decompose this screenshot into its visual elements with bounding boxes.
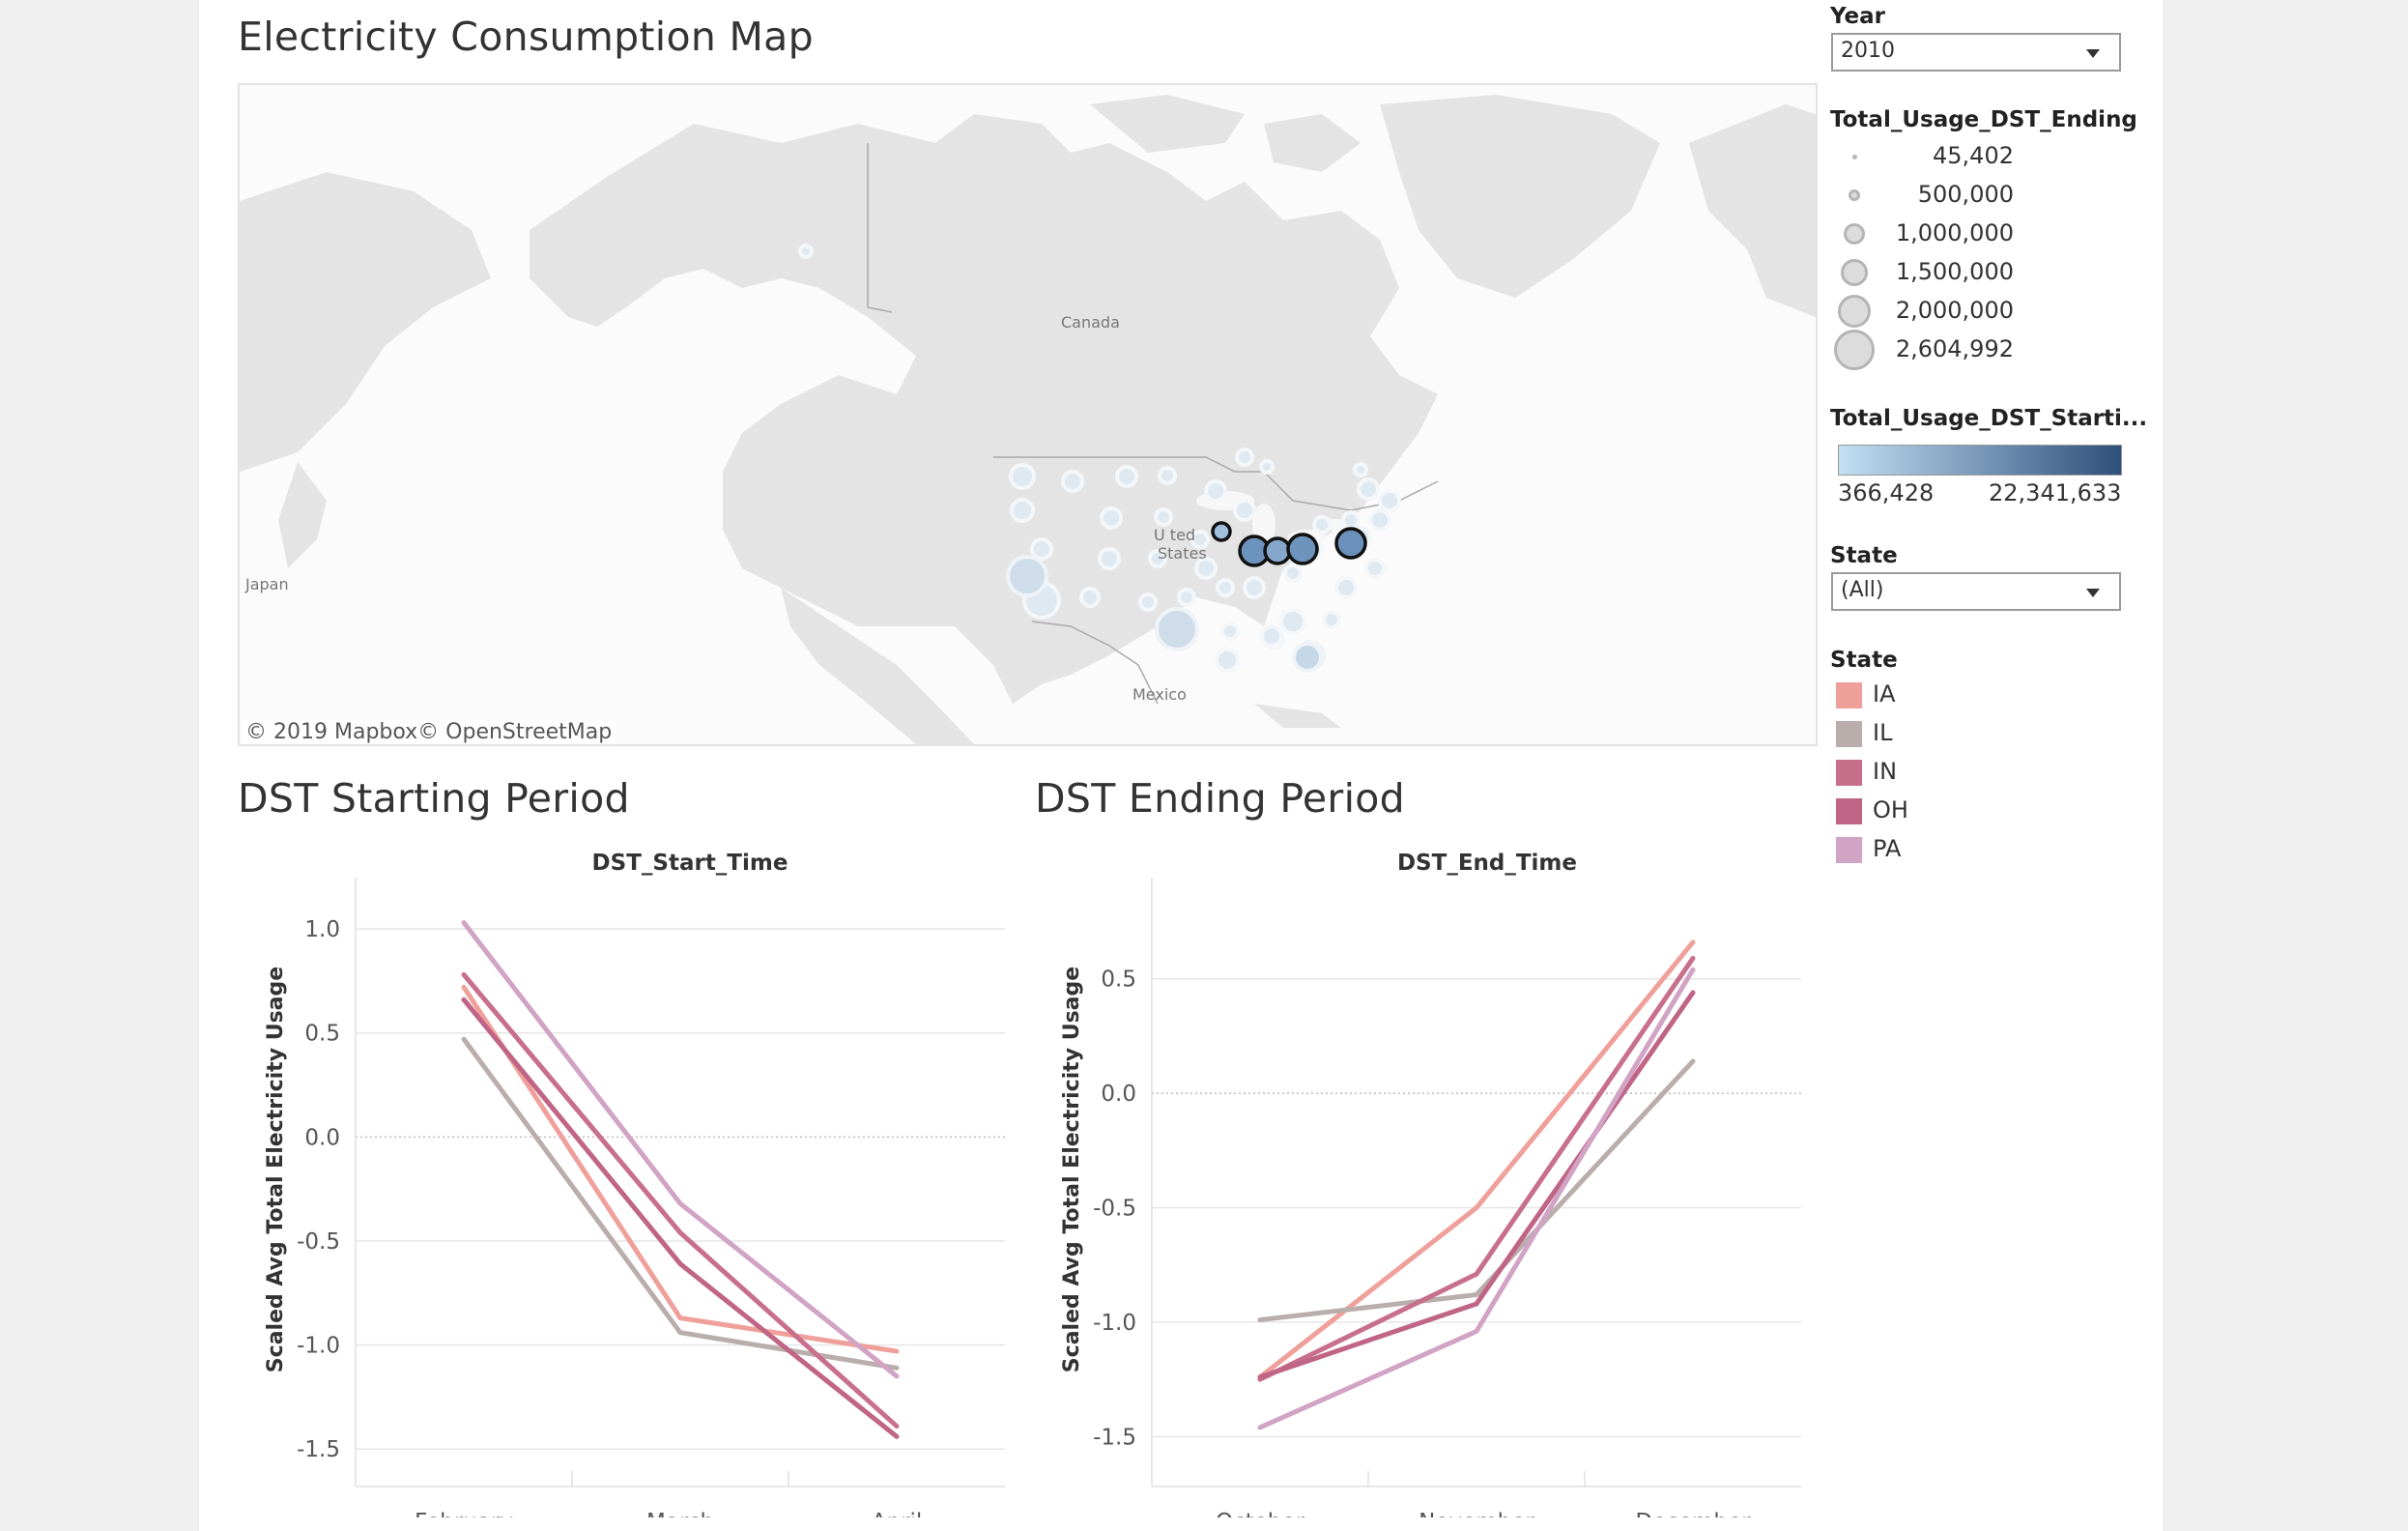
- state-legend-swatch[interactable]: [1836, 837, 1862, 863]
- state-legend-label[interactable]: PA: [1873, 835, 1902, 862]
- color-legend-title: Total_Usage_DST_Starti...: [1830, 406, 2148, 431]
- state-legend-swatch[interactable]: [1836, 798, 1862, 824]
- color-legend-min: 366,428: [1838, 479, 1935, 506]
- state-legend-title: State: [1830, 648, 1898, 673]
- y-tick-label: 0.0: [1101, 1082, 1136, 1107]
- x-tick-label: April: [872, 1510, 923, 1517]
- series-line-pa[interactable]: [1257, 967, 1696, 1430]
- dashboard: Electricity Consumption Map: [199, 0, 2163, 1531]
- size-legend-label: 45,402: [1933, 142, 2014, 169]
- size-legend-label: 2,604,992: [1895, 335, 2014, 362]
- map-label-us-1: U ted: [1154, 526, 1195, 544]
- map-mark-in[interactable]: [1263, 536, 1292, 565]
- series-line-il[interactable]: [461, 1036, 900, 1371]
- state-legend-label[interactable]: IA: [1873, 680, 1896, 708]
- y-tick-label: -1.0: [1093, 1311, 1136, 1336]
- size-legend-circle[interactable]: [1841, 259, 1868, 286]
- state-legend-label[interactable]: OH: [1873, 796, 1908, 823]
- size-legend-label: 2,000,000: [1895, 297, 2014, 324]
- state-legend-label[interactable]: IL: [1873, 719, 1893, 746]
- map-label-japan: Japan: [244, 575, 289, 593]
- map-mark-ia[interactable]: [1211, 521, 1232, 542]
- x-tick-label: November: [1419, 1510, 1534, 1517]
- series-line-pa[interactable]: [461, 920, 900, 1379]
- color-legend-max: 22,341,633: [1989, 479, 2122, 506]
- series-line-oh[interactable]: [461, 997, 900, 1439]
- map-label-us-2: States: [1158, 544, 1207, 563]
- series-line-oh[interactable]: [1257, 990, 1696, 1380]
- series-line-in[interactable]: [461, 971, 900, 1430]
- x-tick-label: February: [415, 1510, 513, 1517]
- map-title: Electricity Consumption Map: [238, 14, 814, 60]
- series-line-in[interactable]: [1257, 955, 1696, 1382]
- state-legend-swatch[interactable]: [1836, 760, 1862, 786]
- end-section-title: DST Ending Period: [1035, 775, 1405, 822]
- state-filter-label: State: [1830, 543, 1898, 568]
- y-tick-label: 0.5: [1101, 968, 1136, 993]
- map-label-mexico: Mexico: [1132, 685, 1187, 704]
- end-chart-title: DST_End_Time: [1397, 851, 1577, 876]
- end-chart-ylabel: Scaled Avg Total Electricity Usage: [1060, 967, 1084, 1372]
- size-legend-circle[interactable]: [1844, 223, 1865, 245]
- size-legend-circle[interactable]: [1834, 330, 1875, 370]
- size-legend-circle[interactable]: [1838, 295, 1871, 328]
- start-section-title: DST Starting Period: [238, 775, 630, 822]
- start-chart-ylabel: Scaled Avg Total Electricity Usage: [264, 967, 288, 1372]
- year-dropdown[interactable]: 2010: [1831, 33, 2121, 72]
- map-copyright[interactable]: © 2019 Mapbox© OpenStreetMap: [242, 720, 616, 744]
- x-tick-label: March: [646, 1510, 714, 1517]
- y-tick-label: -0.5: [1093, 1197, 1136, 1222]
- y-tick-label: -0.5: [297, 1229, 340, 1255]
- size-legend-title: Total_Usage_DST_Ending: [1830, 107, 2137, 132]
- electricity-map[interactable]: Canada U ted States Mexico Japan © 2019 …: [238, 83, 1818, 746]
- year-filter-label: Year: [1830, 4, 1886, 29]
- chevron-down-icon: [2086, 589, 2100, 597]
- chevron-down-icon: [2086, 49, 2100, 58]
- y-tick-label: -1.0: [297, 1334, 340, 1359]
- start-chart-title: DST_Start_Time: [592, 851, 788, 876]
- map-mark-pa[interactable]: [1334, 527, 1367, 560]
- x-tick-label: December: [1635, 1510, 1751, 1517]
- size-legend-label: 1,500,000: [1895, 258, 2014, 285]
- year-dropdown-value: 2010: [1841, 39, 1895, 63]
- series-line-ia[interactable]: [461, 984, 900, 1354]
- y-tick-label: -1.5: [297, 1437, 340, 1462]
- state-dropdown-value: (All): [1841, 578, 1884, 602]
- color-ramp[interactable]: [1838, 445, 2122, 476]
- y-tick-label: 0.0: [304, 1125, 340, 1150]
- state-legend-label[interactable]: IN: [1873, 758, 1898, 785]
- map-canvas[interactable]: Canada U ted States Mexico Japan: [240, 85, 1816, 744]
- series-line-ia[interactable]: [1257, 939, 1696, 1380]
- y-tick-label: 1.0: [304, 917, 340, 942]
- map-label-canada: Canada: [1061, 313, 1120, 332]
- size-legend-circle[interactable]: [1849, 189, 1860, 201]
- state-dropdown[interactable]: (All): [1831, 572, 2121, 611]
- dst-end-chart[interactable]: DST_End_Time Scaled Avg Total Electricit…: [1034, 841, 1817, 1517]
- x-tick-label: October: [1216, 1510, 1305, 1517]
- size-legend-label: 500,000: [1917, 181, 2014, 208]
- state-legend-swatch[interactable]: [1836, 682, 1862, 708]
- state-legend-swatch[interactable]: [1836, 721, 1862, 747]
- size-legend-label: 1,000,000: [1895, 219, 2014, 246]
- y-tick-label: 0.5: [304, 1022, 340, 1047]
- series-line-il[interactable]: [1257, 1058, 1696, 1323]
- map-mark-oh[interactable]: [1286, 533, 1319, 565]
- y-tick-label: -1.5: [1093, 1425, 1136, 1450]
- size-legend-circle[interactable]: [1851, 154, 1857, 159]
- dst-start-chart[interactable]: DST_Start_Time Scaled Avg Total Electric…: [238, 841, 1020, 1517]
